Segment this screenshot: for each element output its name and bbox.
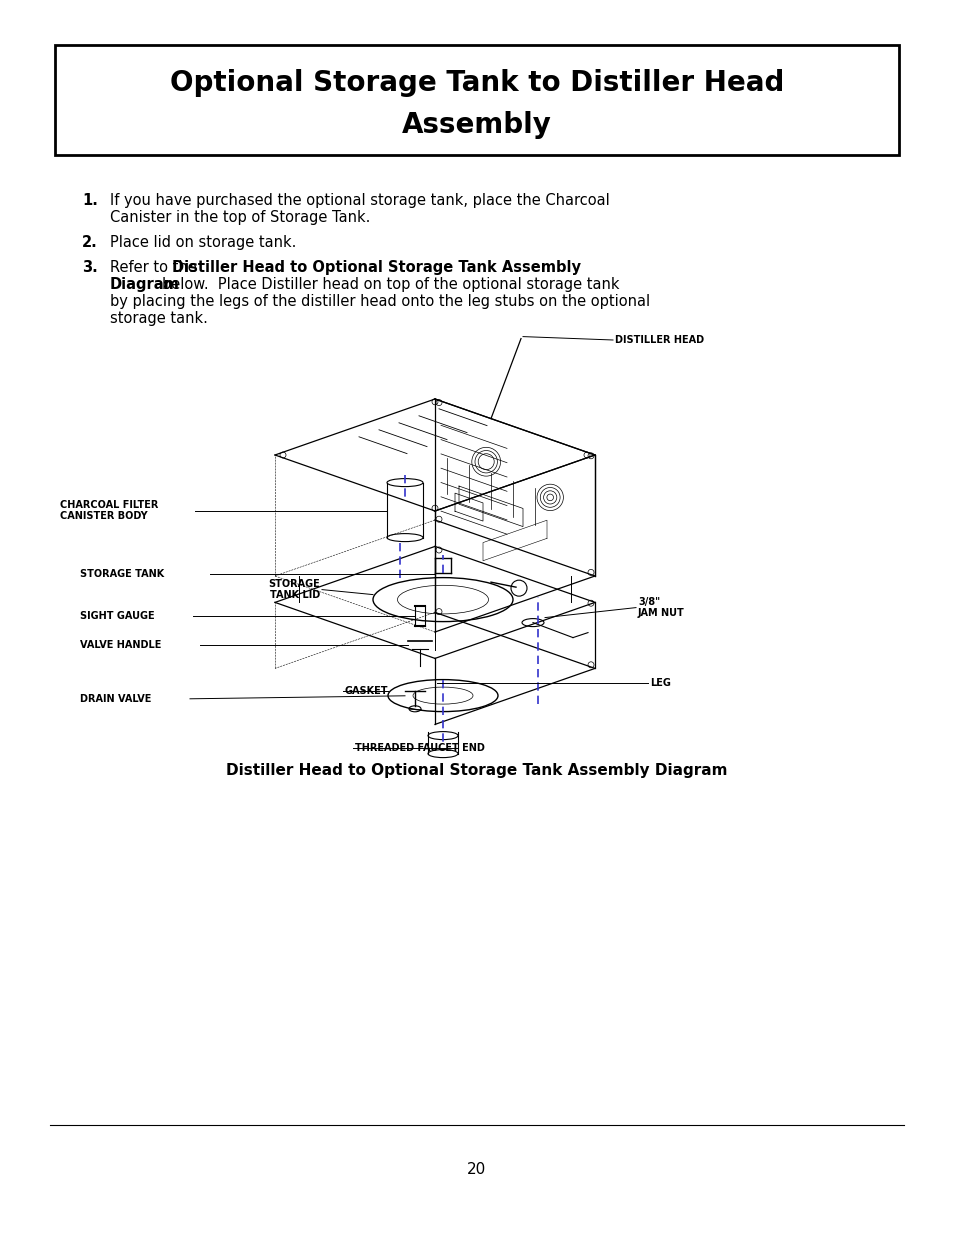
Text: Distiller Head to Optional Storage Tank Assembly Diagram: Distiller Head to Optional Storage Tank …	[226, 763, 727, 778]
Text: storage tank.: storage tank.	[110, 311, 208, 326]
Text: STORAGE TANK: STORAGE TANK	[80, 569, 164, 579]
Text: DISTILLER HEAD: DISTILLER HEAD	[615, 335, 703, 345]
Text: Canister in the top of Storage Tank.: Canister in the top of Storage Tank.	[110, 210, 370, 225]
Text: by placing the legs of the distiller head onto the leg stubs on the optional: by placing the legs of the distiller hea…	[110, 294, 649, 309]
Text: SIGHT GAUGE: SIGHT GAUGE	[80, 611, 154, 621]
Text: 3/8"
JAM NUT: 3/8" JAM NUT	[638, 597, 684, 619]
Text: VALVE HANDLE: VALVE HANDLE	[80, 640, 161, 650]
Text: 1.: 1.	[82, 193, 98, 207]
Text: STORAGE
TANK LID: STORAGE TANK LID	[268, 579, 319, 600]
Text: Refer to the: Refer to the	[110, 261, 201, 275]
Text: THREADED FAUCET END: THREADED FAUCET END	[355, 742, 484, 752]
Text: 3.: 3.	[82, 261, 97, 275]
Text: DRAIN VALVE: DRAIN VALVE	[80, 694, 152, 704]
Text: Optional Storage Tank to Distiller Head: Optional Storage Tank to Distiller Head	[170, 69, 783, 98]
Text: Diagram: Diagram	[110, 277, 180, 291]
Text: Place lid on storage tank.: Place lid on storage tank.	[110, 235, 296, 249]
Bar	[55, 44, 898, 156]
Text: 2.: 2.	[82, 235, 97, 249]
Text: below.  Place Distiller head on top of the optional storage tank: below. Place Distiller head on top of th…	[162, 277, 618, 291]
Text: LEG: LEG	[649, 678, 670, 688]
Text: Assembly: Assembly	[401, 111, 552, 140]
Text: 20: 20	[467, 1162, 486, 1177]
Text: GASKET: GASKET	[345, 685, 388, 695]
Text: CHARCOAL FILTER
CANISTER BODY: CHARCOAL FILTER CANISTER BODY	[60, 500, 158, 521]
Text: Distiller Head to Optional Storage Tank Assembly: Distiller Head to Optional Storage Tank …	[172, 261, 580, 275]
Text: If you have purchased the optional storage tank, place the Charcoal: If you have purchased the optional stora…	[110, 193, 609, 207]
